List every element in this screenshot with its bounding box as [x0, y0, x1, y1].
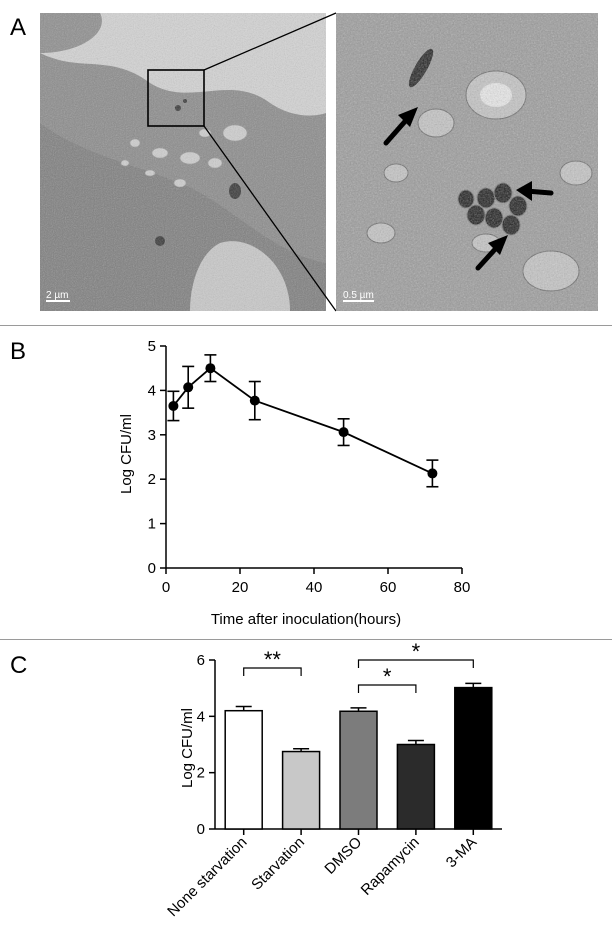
arrow-1: [383, 115, 411, 146]
y-tick-label: 6: [197, 652, 205, 669]
separator-2: [0, 639, 612, 640]
x-tick-label: None starvation: [164, 834, 250, 920]
significance-label: *: [383, 664, 392, 689]
x-tick-label: Rapamycin: [358, 834, 423, 899]
x-tick-label: 80: [454, 579, 471, 596]
series-line: [172, 367, 433, 475]
significance-bracket: [357, 659, 474, 668]
scale-bar-right-label: 0.5 µm: [343, 290, 374, 301]
panel-label-b: B: [10, 338, 27, 365]
panel-label-a: A: [10, 14, 27, 41]
separator-1: [0, 325, 612, 326]
data-point: [249, 395, 260, 406]
arrow-3: [475, 243, 501, 271]
y-tick-label: 0: [197, 821, 205, 838]
y-tick-label: 4: [148, 382, 156, 399]
significance-bracket: [243, 667, 302, 676]
x-tick-label: 3-MA: [443, 834, 480, 871]
em-micrograph-left: 2 µm: [40, 13, 326, 311]
y-tick-label: 0: [148, 560, 156, 577]
y-axis-title: Log CFU/ml: [118, 414, 135, 494]
y-tick-label: 3: [148, 427, 156, 444]
scale-bar-left-label: 2 µm: [46, 290, 68, 301]
data-point: [168, 400, 179, 411]
bar: [396, 743, 436, 830]
data-point: [183, 382, 194, 393]
bar: [339, 710, 378, 830]
y-tick-label: 2: [197, 765, 205, 782]
y-axis-title: Log CFU/ml: [179, 708, 196, 788]
panel-label-c: C: [10, 652, 28, 679]
x-tick-label: DMSO: [321, 834, 365, 878]
bar: [281, 750, 321, 830]
x-tick-label: 60: [380, 579, 397, 596]
y-tick-label: 4: [197, 708, 205, 725]
x-tick-label: 40: [306, 579, 323, 596]
x-tick-label: 0: [162, 579, 170, 596]
x-axis-title: Time after inoculation(hours): [211, 611, 401, 628]
zoom-connector-lines: [203, 12, 337, 312]
x-tick-label: 20: [232, 579, 249, 596]
x-tick-label: Starvation: [248, 834, 308, 894]
significance-bracket: [357, 684, 417, 693]
y-tick-label: 1: [148, 516, 156, 533]
significance-label: *: [412, 640, 421, 664]
line-chart: 0 1 2 3 4 5 0 20 40 60 80 Time after inoculation(h…: [118, 338, 471, 628]
em-micrograph-right: 0.5 µm: [336, 13, 598, 311]
bar: [224, 709, 263, 830]
data-point: [427, 468, 438, 479]
data-point: [205, 363, 216, 374]
significance-label: **: [264, 647, 282, 672]
y-tick-label: 2: [148, 471, 156, 488]
bar: [454, 686, 493, 830]
y-tick-label: 5: [148, 338, 156, 355]
data-point: [338, 427, 349, 438]
